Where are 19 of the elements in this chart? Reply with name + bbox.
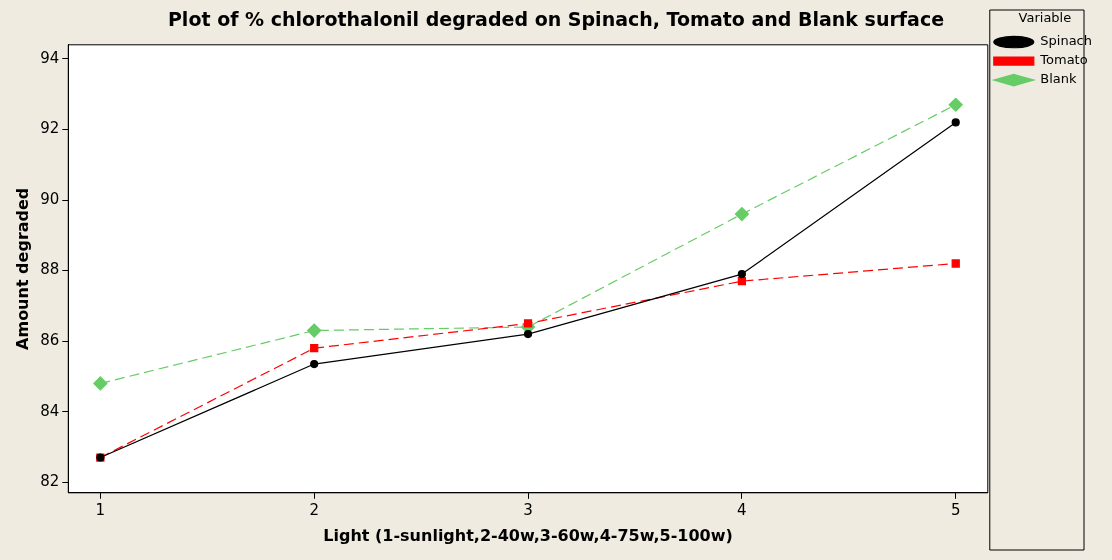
legend-title: Variable (1018, 9, 1072, 25)
legend-label: Blank (1040, 71, 1078, 87)
y-tick-label: 90 (40, 189, 60, 208)
legend-label: Tomato (1039, 52, 1088, 68)
x-tick-label: 4 (737, 500, 747, 519)
y-tick-label: 92 (40, 119, 60, 138)
y-axis-title: Amount degraded (12, 187, 32, 350)
y-tick-label: 94 (40, 48, 60, 67)
y-tick-label: 86 (40, 331, 60, 350)
x-tick-label: 1 (95, 500, 106, 519)
x-tick-label: 5 (950, 500, 961, 519)
y-tick-label: 88 (40, 260, 60, 279)
legend-label: Spinach (1040, 33, 1093, 49)
x-tick-label: 3 (523, 500, 533, 519)
y-tick-label: 82 (40, 472, 60, 491)
y-tick-label: 84 (40, 401, 60, 420)
x-tick-label: 2 (309, 500, 319, 519)
x-axis-title: Light (1-sunlight,2-40w,3-60w,4-75w,5-100w) (323, 525, 733, 545)
chart-title: Plot of % chlorothalonil degraded on Spinach, Tomato and Blank surface (167, 8, 945, 31)
